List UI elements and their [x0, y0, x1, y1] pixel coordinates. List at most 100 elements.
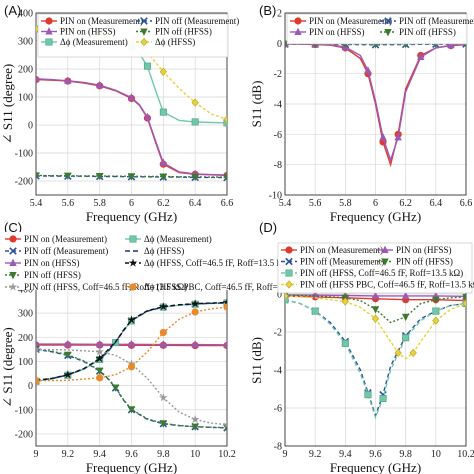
legend-box	[286, 13, 468, 45]
x-tick-label: 6.6	[460, 198, 473, 209]
legend-marker	[140, 17, 148, 25]
data-point	[394, 132, 402, 141]
data-point	[36, 339, 40, 348]
data-point	[462, 293, 466, 302]
data-point	[143, 112, 152, 121]
y-tick-label: -200	[15, 177, 33, 188]
data-point	[159, 173, 168, 181]
legend-marker	[9, 247, 17, 255]
x-tick-label: 9	[34, 449, 39, 460]
x-tick-label: 9.4	[93, 449, 106, 460]
legend-label: Δϕ (Measurement)	[144, 234, 212, 244]
y-axis-label: S11 (dB)	[249, 337, 264, 384]
series-line	[36, 306, 227, 382]
panel-c: (C)-200-100010020030040099.29.49.69.8101…	[0, 220, 310, 474]
data-point	[285, 296, 289, 304]
x-tick-label: 9	[283, 449, 288, 460]
x-tick-label: 6	[129, 198, 134, 209]
legend: PIN on (Measurement) PIN on (HFSS) PIN off…	[277, 242, 474, 294]
y-tick-label: 200	[18, 333, 33, 344]
x-tick-label: 5.8	[339, 198, 352, 209]
legend-marker	[45, 17, 53, 25]
data-point	[127, 406, 136, 414]
data-point	[447, 40, 455, 49]
x-tick-label: 9.8	[399, 449, 412, 460]
legend-marker	[285, 280, 293, 289]
legend-marker	[140, 37, 148, 47]
x-axis-label: Frequency (GHz)	[86, 209, 177, 224]
data-point	[402, 334, 410, 342]
data-point	[364, 66, 372, 74]
series-line	[285, 294, 466, 324]
data-point	[95, 172, 104, 181]
x-axis-label: Frequency (GHz)	[330, 460, 421, 474]
series-line	[36, 348, 227, 429]
data-point	[36, 172, 40, 180]
data-point	[191, 340, 199, 348]
series-line	[36, 348, 227, 426]
series	[36, 339, 227, 348]
y-tick-label: -100	[15, 405, 33, 416]
legend-marker	[129, 235, 137, 243]
legend-marker	[294, 27, 302, 36]
data-point	[223, 115, 227, 124]
legend-box	[2, 232, 232, 290]
y-axis-label: ∠ S11 (degree)	[0, 327, 15, 407]
legend-marker	[128, 258, 138, 267]
panel-label: (A)	[4, 3, 21, 18]
legend-label: Δϕ (HFSS)	[155, 37, 195, 47]
legend-marker	[9, 258, 17, 267]
data-point	[127, 173, 136, 181]
y-tick-label: 300	[18, 309, 33, 320]
x-tick-label: 6.6	[221, 198, 234, 209]
legend-label: PIN off (HFSS, Coff=46.5 fF, Roff=13.5 k…	[300, 268, 463, 278]
data-point	[95, 367, 104, 376]
panel-b: (B) -10 -8 -6 -4 -2 0 2 5.4 5.6 5.8 6 6.2 6.4 6.6 Frequ…	[249, 3, 474, 224]
legend-marker	[294, 17, 302, 25]
y-tick-label: 100	[18, 93, 33, 104]
data-point	[96, 374, 104, 382]
legend-label: Δϕ (HFSS, Coff=46.5 fF, Roff=13.5 kΩ)	[144, 258, 291, 268]
legend-label: PIN on (Measurement)	[300, 245, 383, 255]
data-point	[158, 393, 168, 402]
data-point	[379, 132, 387, 141]
data-point	[401, 291, 410, 299]
data-point	[223, 340, 227, 348]
y-tick-label: 2	[277, 9, 282, 20]
legend-marker	[129, 283, 137, 291]
legend-label: PIN off (HFSS)	[155, 27, 212, 37]
data-point	[158, 301, 168, 311]
legend-marker	[285, 246, 293, 254]
data-point	[95, 339, 104, 348]
data-point	[432, 296, 440, 305]
data-point	[159, 108, 167, 116]
data-point	[191, 308, 199, 316]
y-axis-label: S11 (dB)	[249, 81, 264, 128]
legend-marker	[9, 271, 17, 280]
x-tick-label: 6.2	[157, 198, 170, 209]
legend-label: PIN on (Measurement)	[60, 16, 143, 26]
data-point	[159, 67, 167, 76]
x-tick-label: 5.6	[62, 198, 75, 209]
x-tick-label: 5.4	[30, 198, 43, 209]
legend-label: PIN off (HFSS PBC, Coff=46.5 fF, Roff=13…	[300, 280, 474, 290]
legend-label: PIN on (HFSS)	[309, 27, 365, 37]
y-tick-label: -6	[274, 404, 282, 415]
legend: PIN on (Measurement) PIN off (Measurement…	[286, 13, 474, 45]
data-point	[36, 377, 40, 385]
y-tick-label: -8	[274, 160, 282, 171]
series	[36, 303, 227, 385]
legend-box	[37, 13, 229, 58]
x-tick-label: 9.8	[157, 449, 170, 460]
y-axis-label: ∠ S11 (degree)	[0, 64, 15, 144]
data-point	[223, 303, 227, 311]
y-tick-label: -8	[274, 442, 282, 453]
y-tick-label: 100	[18, 357, 33, 368]
data-point	[191, 118, 199, 126]
x-tick-label: 10	[431, 449, 441, 460]
legend: PIN on (Measurement) PIN off (Measurement…	[37, 13, 239, 58]
y-tick-label: 0	[28, 381, 33, 392]
data-point	[341, 297, 349, 306]
data-point	[190, 298, 200, 308]
data-point	[432, 316, 440, 325]
